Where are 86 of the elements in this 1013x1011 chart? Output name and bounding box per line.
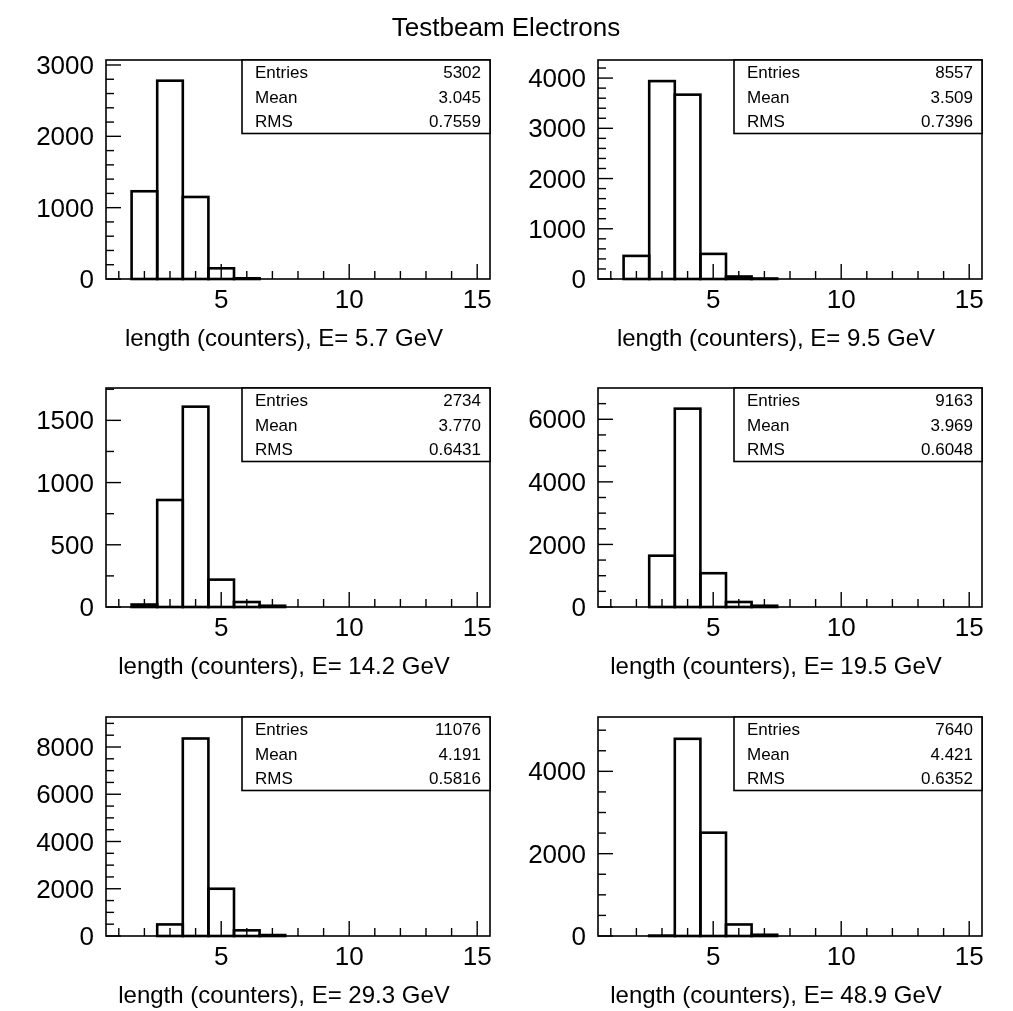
y-tick-label: 4000: [528, 63, 586, 94]
annotation: Entries: [255, 720, 308, 740]
x-tick-label: 10: [826, 612, 856, 642]
annotation: RMS: [255, 112, 293, 132]
annotation: 7640: [935, 720, 973, 740]
x-tick-label: 5: [705, 612, 721, 642]
y-tick-label: 0: [571, 592, 586, 623]
annotation: Mean: [747, 415, 790, 435]
x-tick-label: 5: [705, 941, 721, 971]
annotation: Mean: [747, 87, 790, 107]
annotation: 0.5816: [429, 769, 481, 789]
x-tick-label: 5: [705, 284, 721, 314]
y-tick-label: 4000: [528, 466, 586, 497]
y-tick-label: 1000: [36, 467, 94, 498]
y-tick-label: 6000: [528, 404, 586, 435]
annotation: RMS: [747, 440, 785, 460]
annotation: RMS: [255, 440, 293, 460]
annotation: 8557: [935, 63, 973, 83]
annotation: 3.969: [930, 415, 973, 435]
annotation: 0.6352: [921, 769, 973, 789]
annotation: 9163: [935, 391, 973, 411]
x-tick-label: 5: [213, 612, 229, 642]
x-tick-label: 15: [954, 284, 984, 314]
x-axis-title: length (counters), E= 48.9 GeV: [610, 981, 942, 1008]
annotation: Entries: [747, 720, 800, 740]
annotation: RMS: [747, 112, 785, 132]
annotation: RMS: [255, 769, 293, 789]
annotation: 2734: [443, 391, 481, 411]
annotation: 3.509: [930, 87, 973, 107]
annotation: 0.6048: [921, 440, 973, 460]
x-tick-label: 15: [954, 941, 984, 971]
annotation: 4.421: [930, 744, 973, 764]
x-tick-label: 5: [213, 941, 229, 971]
x-axis-title: length (counters), E= 19.5 GeV: [610, 652, 942, 679]
annotation: 0.7559: [429, 112, 481, 132]
x-axis-title: length (counters), E= 5.7 GeV: [124, 324, 444, 351]
annotation: Entries: [255, 63, 308, 83]
x-tick-label: 10: [826, 284, 856, 314]
annotation: RMS: [747, 769, 785, 789]
x-axis-title: length (counters), E= 9.5 GeV: [616, 324, 936, 351]
annotation: Entries: [255, 391, 308, 411]
y-tick-label: 2000: [528, 838, 586, 869]
chart-title: Testbeam Electrons: [391, 12, 621, 42]
y-tick-label: 1500: [36, 405, 94, 436]
annotation: 11076: [434, 720, 481, 740]
y-tick-label: 8000: [36, 732, 94, 763]
y-tick-label: 2000: [36, 873, 94, 904]
y-tick-label: 500: [50, 529, 94, 560]
x-tick-label: 10: [334, 284, 364, 314]
y-tick-label: 2000: [528, 163, 586, 194]
annotation: Mean: [255, 415, 298, 435]
y-tick-label: 3000: [528, 113, 586, 144]
x-tick-label: 15: [954, 612, 984, 642]
annotation: 0.6431: [429, 440, 481, 460]
x-tick-label: 10: [826, 941, 856, 971]
y-tick-label: 1000: [36, 192, 94, 223]
annotation: 4.191: [438, 744, 481, 764]
annotation: Entries: [747, 391, 800, 411]
x-tick-label: 15: [462, 941, 492, 971]
annotation: Mean: [747, 744, 790, 764]
y-tick-label: 4000: [36, 826, 94, 857]
annotation: Mean: [255, 87, 298, 107]
annotation: Mean: [255, 744, 298, 764]
annotation: 3.045: [438, 87, 481, 107]
y-tick-label: 0: [79, 264, 94, 295]
y-tick-label: 0: [79, 921, 94, 952]
x-tick-label: 10: [334, 941, 364, 971]
y-tick-label: 2000: [36, 121, 94, 152]
annotation: Entries: [747, 63, 800, 83]
annotation: 5302: [443, 63, 481, 83]
y-tick-label: 1000: [528, 213, 586, 244]
y-tick-label: 6000: [36, 779, 94, 810]
y-tick-label: 2000: [528, 529, 586, 560]
x-axis-title: length (counters), E= 14.2 GeV: [118, 652, 450, 679]
annotation: 3.770: [438, 415, 481, 435]
y-tick-label: 0: [571, 264, 586, 295]
y-tick-label: 0: [571, 921, 586, 952]
x-tick-label: 10: [334, 612, 364, 642]
x-tick-label: 15: [462, 612, 492, 642]
y-tick-label: 3000: [36, 50, 94, 81]
x-axis-title: length (counters), E= 29.3 GeV: [118, 981, 450, 1008]
x-tick-label: 5: [213, 284, 229, 314]
x-tick-label: 15: [462, 284, 492, 314]
y-tick-label: 4000: [528, 756, 586, 787]
y-tick-label: 0: [79, 592, 94, 623]
annotation: 0.7396: [921, 112, 973, 132]
